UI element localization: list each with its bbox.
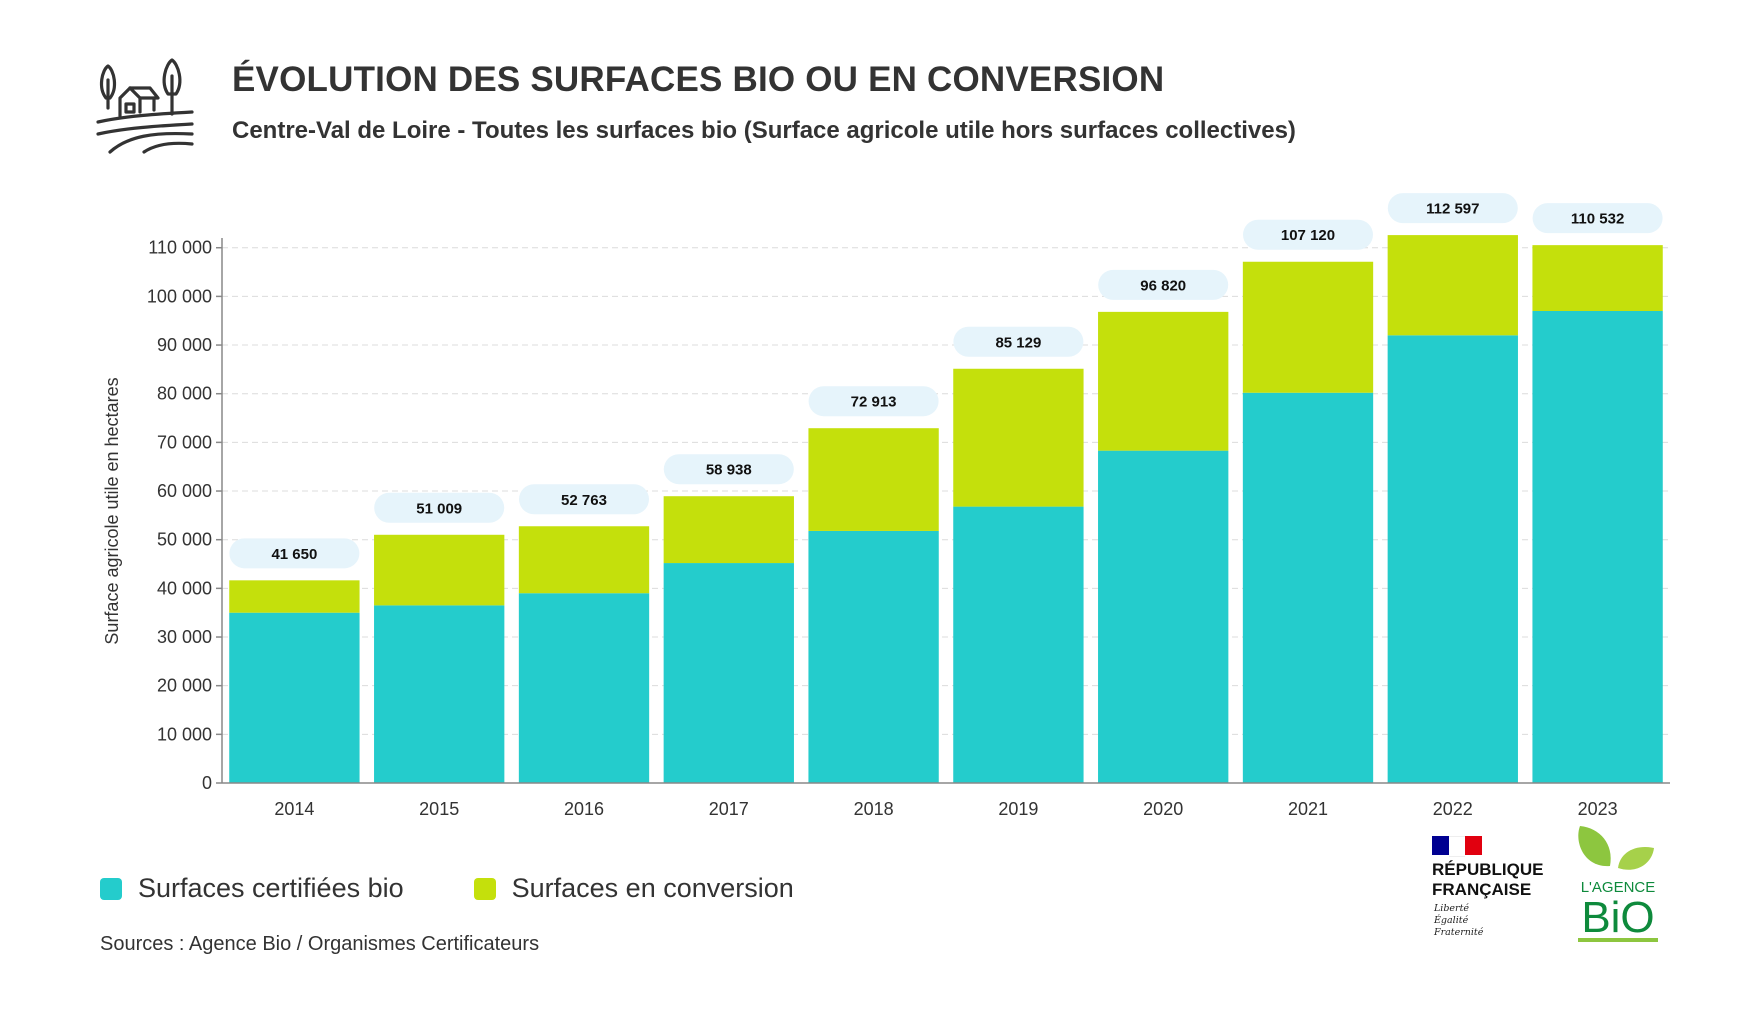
y-tick-label: 40 000 bbox=[157, 578, 212, 598]
total-labels: 41 650 51 009 52 763 58 938 72 913 85 129 96 8… bbox=[229, 193, 1663, 569]
y-tick-label: 80 000 bbox=[157, 384, 212, 404]
bar-conversion bbox=[518, 526, 650, 594]
bar-certified bbox=[1098, 450, 1229, 783]
y-axis-label: Surface agricole utile en hectares bbox=[102, 377, 122, 644]
legend-label-certified: Surfaces certifiées bio bbox=[138, 873, 404, 903]
total-label: 72 913 bbox=[851, 394, 897, 411]
y-tick-label: 100 000 bbox=[147, 286, 212, 306]
x-tick-label: 2017 bbox=[709, 799, 749, 819]
total-label-pill bbox=[1098, 269, 1229, 300]
x-tick-label: 2014 bbox=[274, 799, 314, 819]
chart-subtitle: Centre-Val de Loire - Toutes les surface… bbox=[232, 117, 1296, 144]
total-label: 85 129 bbox=[995, 334, 1041, 351]
french-flag-icon bbox=[1432, 836, 1483, 857]
y-tick-label: 20 000 bbox=[157, 676, 212, 696]
bar-certified bbox=[518, 593, 650, 783]
x-tick-label: 2016 bbox=[564, 799, 604, 819]
total-label: 112 597 bbox=[1426, 201, 1479, 218]
bar-conversion bbox=[953, 368, 1084, 507]
bar-certified bbox=[1532, 310, 1663, 783]
legend-swatch-conversion bbox=[473, 877, 496, 900]
total-label-pill bbox=[953, 326, 1084, 357]
bar-certified bbox=[229, 612, 360, 783]
x-tick-label: 2022 bbox=[1433, 799, 1473, 819]
total-label: 96 820 bbox=[1140, 277, 1186, 294]
y-tick-labels: 0 10 000 20 000 30 000 40 000 50 000 60 000 70 … bbox=[147, 238, 222, 793]
bar-conversion bbox=[1387, 235, 1518, 336]
bar-conversion bbox=[663, 496, 794, 564]
republique-francaise-logo: RÉPUBLIQUE FRANÇAISE Liberté Égalité Fra… bbox=[1432, 836, 1562, 944]
bars bbox=[229, 235, 1663, 783]
bar-conversion bbox=[808, 428, 939, 531]
total-label-pill bbox=[374, 492, 505, 523]
bar-certified bbox=[663, 563, 794, 783]
total-label-pill bbox=[1243, 219, 1373, 250]
republique-motto: Liberté Égalité Fraternité bbox=[1434, 903, 1484, 938]
bar-certified bbox=[1387, 335, 1518, 783]
legend-item-conversion: Surfaces en conversion bbox=[473, 873, 794, 904]
x-tick-label: 2023 bbox=[1578, 799, 1618, 819]
bar-conversion bbox=[1098, 311, 1229, 451]
bar-conversion bbox=[1242, 261, 1374, 393]
total-label-pill bbox=[519, 484, 649, 515]
total-label-pill bbox=[229, 538, 360, 569]
bar-certified bbox=[953, 506, 1084, 783]
y-tick-label: 0 bbox=[202, 773, 212, 793]
y-tick-label: 10 000 bbox=[157, 724, 212, 744]
legend-label-conversion: Surfaces en conversion bbox=[511, 873, 794, 903]
total-label: 110 532 bbox=[1571, 211, 1624, 228]
total-label: 51 009 bbox=[416, 500, 462, 517]
y-tick-label: 70 000 bbox=[157, 432, 212, 452]
svg-text:L'AGENCE: L'AGENCE bbox=[1581, 879, 1656, 896]
total-label: 58 938 bbox=[706, 462, 752, 479]
y-tick-label: 60 000 bbox=[157, 481, 212, 501]
legend-swatch-certified bbox=[100, 877, 122, 900]
chart-title: ÉVOLUTION DES SURFACES BIO OU EN CONVERS… bbox=[232, 60, 1165, 99]
farm-landscape-icon bbox=[96, 58, 194, 154]
x-tick-label: 2019 bbox=[998, 799, 1038, 819]
agence-bio-logo: L'AGENCE BiO bbox=[1578, 826, 1658, 942]
legend-item-certified: Surfaces certifiées bio bbox=[100, 873, 404, 904]
total-label-pill bbox=[663, 454, 794, 485]
total-label: 107 120 bbox=[1281, 227, 1335, 244]
y-tick-label: 110 000 bbox=[148, 238, 212, 258]
bar-certified bbox=[374, 605, 505, 783]
total-label: 41 650 bbox=[271, 546, 317, 563]
bar-conversion bbox=[374, 534, 505, 606]
y-tick-label: 90 000 bbox=[157, 335, 212, 355]
x-tick-label: 2020 bbox=[1143, 799, 1183, 819]
x-tick-labels: 2014 2015 2016 2017 2018 2019 2020 2021 2022 2023 bbox=[274, 799, 1617, 819]
x-tick-label: 2018 bbox=[854, 799, 894, 819]
bar-conversion bbox=[229, 580, 360, 613]
x-tick-label: 2015 bbox=[419, 799, 459, 819]
total-label-pill bbox=[808, 386, 939, 417]
legend: Surfaces certifiées bio Surfaces en conv… bbox=[100, 873, 864, 904]
total-label: 52 763 bbox=[561, 492, 607, 509]
x-tick-label: 2021 bbox=[1288, 799, 1328, 819]
sources-note: Sources : Agence Bio / Organismes Certif… bbox=[100, 933, 540, 955]
total-label-pill bbox=[1532, 203, 1663, 234]
y-tick-label: 30 000 bbox=[157, 627, 212, 647]
y-tick-label: 50 000 bbox=[157, 530, 212, 550]
svg-text:BiO: BiO bbox=[1581, 893, 1654, 942]
bar-certified bbox=[1242, 392, 1374, 783]
bar-conversion bbox=[1532, 245, 1663, 311]
republique-name: RÉPUBLIQUE FRANÇAISE bbox=[1432, 860, 1544, 899]
stacked-bar-chart: 0 10 000 20 000 30 000 40 000 50 000 60 000 70 … bbox=[102, 193, 1670, 819]
bar-certified bbox=[808, 530, 939, 783]
total-label-pill bbox=[1387, 193, 1518, 224]
